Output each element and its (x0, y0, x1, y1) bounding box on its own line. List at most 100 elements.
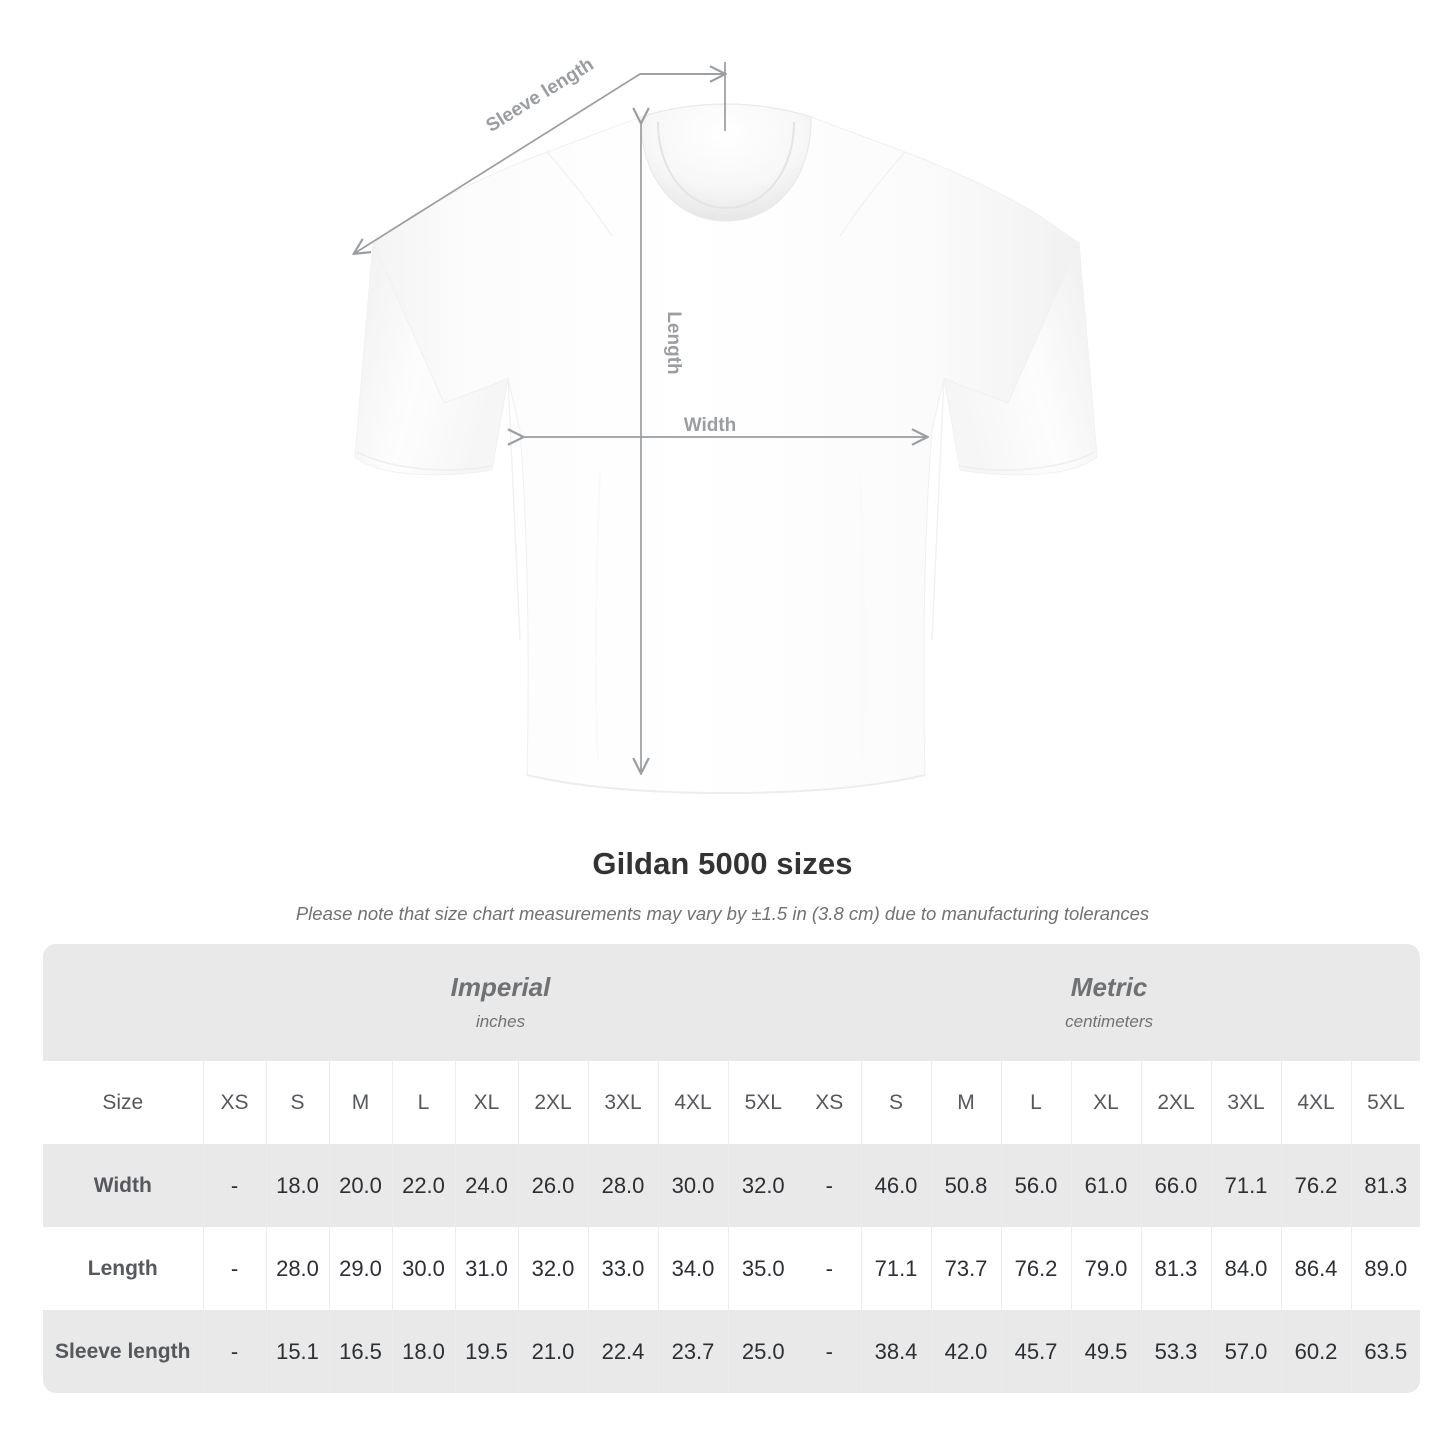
size-table: Imperial inches Metric centimeters Size … (43, 944, 1421, 1393)
cell-sleeve-metric-xl: 49.5 (1070, 1310, 1142, 1393)
length-label: Length (663, 311, 684, 374)
cell-width-imperial-4xl: 30.0 (657, 1144, 728, 1227)
cell-length-imperial-s: 28.0 (265, 1227, 329, 1310)
cell-sleeve-imperial-l: 18.0 (391, 1310, 455, 1393)
shoulder-seam-right (839, 151, 906, 237)
measurement-annotations (355, 62, 926, 772)
fabric-fold (859, 469, 866, 761)
cell-width-metric-l: 56.0 (1000, 1144, 1072, 1227)
width-label: Width (684, 415, 737, 436)
cell-sleeve-imperial-3xl: 22.4 (587, 1310, 658, 1393)
size-header-metric-xl: XL (1070, 1061, 1142, 1144)
cell-sleeve-imperial-2xl: 21.0 (517, 1310, 588, 1393)
size-header-imperial-s: S (265, 1061, 329, 1144)
cell-length-imperial-xs: - (202, 1227, 266, 1310)
cell-sleeve-metric-2xl: 53.3 (1140, 1310, 1212, 1393)
size-header-label: Size (43, 1061, 203, 1144)
cell-width-metric-xs: - (798, 1144, 862, 1227)
tshirt-hem (526, 774, 926, 795)
cell-sleeve-metric-s: 38.4 (860, 1310, 932, 1393)
tshirt-illustration (354, 103, 1098, 795)
table-row: Sleeve length - 15.1 16.5 18.0 19.5 21.0… (43, 1310, 1421, 1393)
sleeve-right-seam (931, 377, 945, 641)
sleeve-right (943, 242, 1098, 476)
sleeve-right-hem (959, 451, 1096, 471)
size-table-container: Imperial inches Metric centimeters Size … (43, 944, 1421, 1393)
row-label-length: Length (43, 1227, 203, 1310)
size-header-metric-xs: XS (798, 1061, 862, 1144)
cell-length-metric-xs: - (798, 1227, 862, 1310)
cell-length-metric-l: 76.2 (1000, 1227, 1072, 1310)
page-title: Gildan 5000 sizes (592, 846, 853, 881)
sleeve-left-hem (356, 451, 493, 471)
cell-width-metric-s: 46.0 (860, 1144, 932, 1227)
unit-header-metric: Metric centimeters (798, 944, 1421, 1061)
size-header-imperial-3xl: 3XL (587, 1061, 658, 1144)
cell-length-imperial-xl: 31.0 (454, 1227, 518, 1310)
cell-length-metric-5xl: 89.0 (1350, 1227, 1421, 1310)
cell-sleeve-metric-xs: - (798, 1310, 862, 1393)
cell-width-metric-5xl: 81.3 (1350, 1144, 1421, 1227)
cell-length-imperial-2xl: 32.0 (517, 1227, 588, 1310)
unit-sub-imperial: inches (475, 1012, 526, 1032)
unit-name-metric: Metric (1070, 972, 1148, 1003)
cell-width-metric-3xl: 71.1 (1210, 1144, 1282, 1227)
unit-band-spacer (43, 944, 203, 1061)
cell-width-imperial-s: 18.0 (265, 1144, 329, 1227)
cell-width-imperial-m: 20.0 (328, 1144, 392, 1227)
collar-outer (640, 103, 812, 222)
size-header-metric-5xl: 5XL (1350, 1061, 1421, 1144)
cell-sleeve-imperial-xl: 19.5 (454, 1310, 518, 1393)
size-header-imperial-xs: XS (202, 1061, 266, 1144)
sleeve-left (354, 242, 509, 476)
cell-length-metric-3xl: 84.0 (1210, 1227, 1282, 1310)
cell-sleeve-imperial-5xl: 25.0 (727, 1310, 799, 1393)
tshirt-measurement-diagram: Sleeve length Length Width (0, 54, 1098, 795)
cell-sleeve-metric-5xl: 63.5 (1350, 1310, 1421, 1393)
cell-length-imperial-m: 29.0 (328, 1227, 392, 1310)
cell-width-imperial-xs: - (202, 1144, 266, 1227)
cell-length-imperial-5xl: 35.0 (727, 1227, 799, 1310)
size-header-imperial-l: L (391, 1061, 455, 1144)
cell-sleeve-imperial-m: 16.5 (328, 1310, 392, 1393)
size-header-row: Size XS S M L XL 2XL 3XL 4XL 5XL XS S M … (43, 1061, 1421, 1144)
table-row: Length - 28.0 29.0 30.0 31.0 32.0 33.0 3… (43, 1227, 1421, 1310)
cell-sleeve-metric-l: 45.7 (1000, 1310, 1072, 1393)
size-header-metric-3xl: 3XL (1210, 1061, 1282, 1144)
size-header-imperial-4xl: 4XL (657, 1061, 728, 1144)
cell-width-imperial-l: 22.0 (391, 1144, 455, 1227)
sleeve-length-label: Sleeve length (483, 54, 598, 137)
unit-sub-metric: centimeters (1065, 1012, 1154, 1032)
cell-length-imperial-3xl: 33.0 (587, 1227, 658, 1310)
cell-length-metric-m: 73.7 (930, 1227, 1002, 1310)
cell-length-metric-xl: 79.0 (1070, 1227, 1142, 1310)
tolerance-note: Please note that size chart measurements… (295, 903, 1150, 925)
size-header-imperial-xl: XL (454, 1061, 518, 1144)
cell-sleeve-imperial-s: 15.1 (265, 1310, 329, 1393)
cell-sleeve-imperial-4xl: 23.7 (657, 1310, 728, 1393)
cell-width-metric-xl: 61.0 (1070, 1144, 1142, 1227)
cell-length-imperial-l: 30.0 (391, 1227, 455, 1310)
cell-sleeve-metric-m: 42.0 (930, 1310, 1002, 1393)
table-row: Width - 18.0 20.0 22.0 24.0 26.0 28.0 30… (43, 1144, 1421, 1227)
cell-length-metric-s: 71.1 (860, 1227, 932, 1310)
size-header-imperial-5xl: 5XL (727, 1061, 799, 1144)
collar-inner (657, 121, 795, 210)
size-header-imperial-2xl: 2XL (517, 1061, 588, 1144)
cell-width-metric-4xl: 76.2 (1280, 1144, 1352, 1227)
cell-sleeve-metric-3xl: 57.0 (1210, 1310, 1282, 1393)
size-header-imperial-m: M (328, 1061, 392, 1144)
cell-sleeve-metric-4xl: 60.2 (1280, 1310, 1352, 1393)
row-label-sleeve-length: Sleeve length (43, 1310, 203, 1393)
cell-width-metric-2xl: 66.0 (1140, 1144, 1212, 1227)
size-header-metric-2xl: 2XL (1140, 1061, 1212, 1144)
cell-length-imperial-4xl: 34.0 (657, 1227, 728, 1310)
fabric-fold (594, 469, 601, 761)
cell-width-metric-m: 50.8 (930, 1144, 1002, 1227)
cell-width-imperial-xl: 24.0 (454, 1144, 518, 1227)
unit-header-imperial: Imperial inches (203, 944, 799, 1061)
heading-block: Gildan 5000 sizes Please note that size … (0, 845, 1445, 926)
cell-width-imperial-3xl: 28.0 (587, 1144, 658, 1227)
sleeve-left-seam (507, 377, 521, 641)
